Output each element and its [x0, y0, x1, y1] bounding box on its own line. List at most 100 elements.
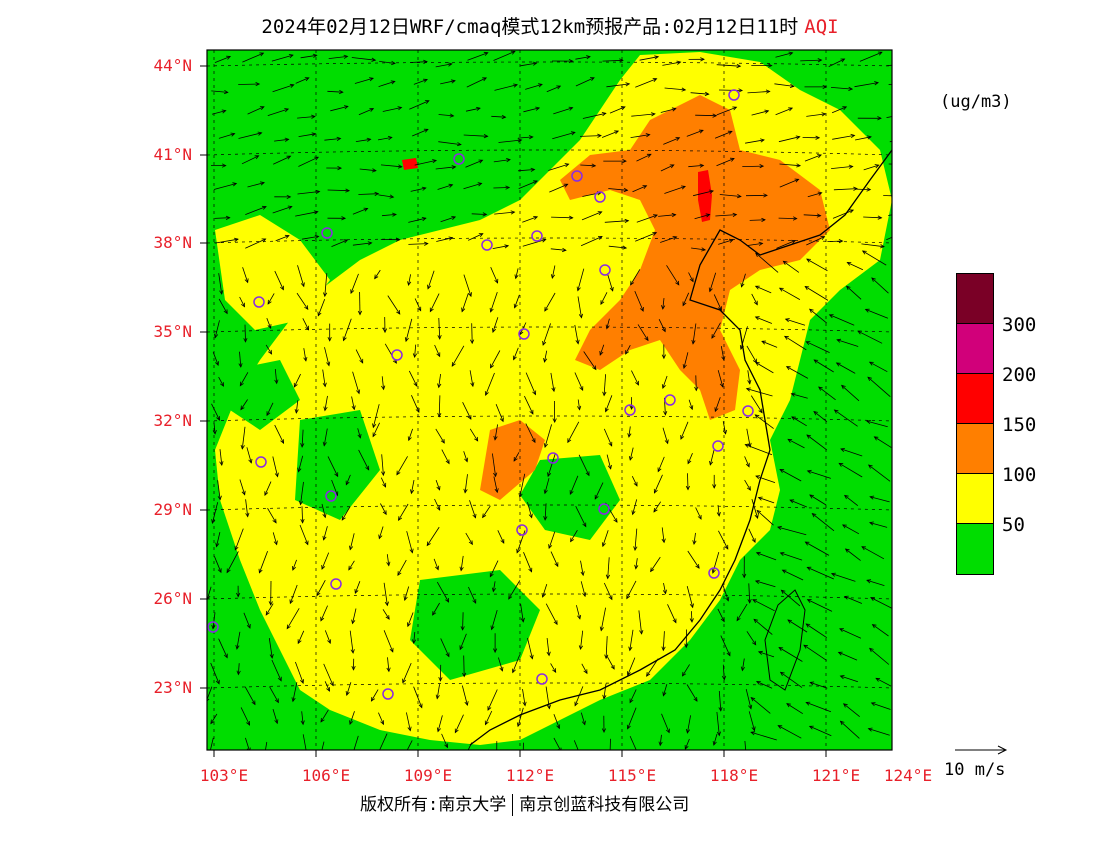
wind-vector: [383, 582, 388, 606]
wind-vector-head: [517, 138, 523, 143]
wind-vector-head: [597, 236, 603, 240]
wind-vector-head: [240, 405, 245, 411]
wind-vector: [751, 293, 758, 305]
wind-vector-head: [533, 180, 538, 185]
wind-vector: [491, 609, 498, 630]
wind-vector: [868, 728, 890, 736]
wind-vector: [438, 114, 454, 117]
wind-vector-head: [602, 391, 607, 397]
wind-vector-head: [806, 469, 812, 474]
wind-vector-head: [438, 677, 443, 682]
wind-vector: [411, 480, 415, 494]
wind-vector-head: [811, 513, 817, 518]
coastline: [469, 149, 892, 746]
wind-vector-head: [366, 137, 372, 142]
wind-vector: [426, 526, 440, 546]
wind-vector-head: [357, 433, 362, 439]
wind-vector-head: [675, 280, 680, 286]
wind-vector: [657, 456, 665, 472]
wind-vector: [606, 454, 612, 469]
wind-vector: [857, 330, 883, 344]
wind-vector-head: [372, 423, 377, 429]
wind-vector: [297, 116, 315, 119]
wind-vector: [427, 270, 435, 289]
wind-vector-head: [754, 414, 760, 419]
wind-vector-head: [630, 280, 635, 286]
wind-vector-head: [216, 416, 220, 421]
wind-vector-head: [403, 596, 408, 601]
wind-vector: [465, 107, 481, 112]
wind-vector: [747, 370, 751, 384]
city-marker: [624, 404, 636, 416]
wind-vector: [459, 633, 467, 650]
wind-vector: [755, 362, 774, 374]
wind-vector-head: [721, 356, 726, 361]
wind-vector-head: [721, 675, 727, 681]
wind-vector: [829, 314, 855, 326]
wind-vector-head: [661, 354, 666, 360]
wind-vector: [413, 631, 416, 644]
wind-vector-head: [877, 116, 882, 121]
wind-vector-head: [849, 209, 855, 214]
lat-label: 32°N: [153, 411, 192, 430]
city-marker: [481, 239, 493, 251]
wind-vector: [632, 499, 638, 515]
taiwan-outline: [764, 589, 806, 691]
wind-vector-head: [461, 760, 464, 764]
wind-vector: [463, 183, 482, 190]
wind-vector: [436, 581, 449, 603]
wind-vector: [784, 335, 807, 351]
wind-vector: [746, 345, 757, 363]
wind-vector-head: [842, 703, 848, 708]
wind-vector-head: [286, 155, 292, 160]
wind-vector-head: [671, 107, 677, 112]
wind-vector-head: [820, 236, 826, 240]
wind-vector: [211, 110, 226, 115]
wind-vector-head: [349, 545, 354, 551]
wind-vector: [469, 428, 479, 442]
wind-vector-head: [626, 594, 631, 600]
wind-vector: [240, 399, 248, 410]
wind-vector: [381, 376, 384, 390]
wind-vector: [214, 320, 220, 338]
wind-vector-head: [583, 669, 588, 675]
wind-vector: [213, 183, 237, 190]
wind-vector-head: [871, 277, 876, 282]
wind-vector: [604, 220, 629, 223]
wind-vector-head: [294, 408, 299, 414]
wind-vector-head: [239, 381, 244, 387]
wind-vector: [573, 740, 579, 750]
wind-vector: [440, 638, 450, 657]
lon-label: 109°E: [403, 766, 453, 785]
wind-vector: [745, 689, 752, 709]
wind-vector-head: [407, 436, 412, 442]
wind-vector-head: [246, 623, 251, 629]
wind-vector-head: [226, 55, 232, 60]
wind-vector: [548, 163, 569, 171]
wind-vector-head: [397, 571, 402, 577]
wind-vector: [440, 216, 456, 223]
wind-vector-head: [635, 380, 639, 386]
colorbar-label: 100: [1002, 464, 1037, 486]
wind-vector: [518, 136, 533, 139]
wind-vector-head: [809, 494, 814, 499]
wind-vector: [751, 110, 769, 116]
wind-vector-head: [381, 471, 386, 477]
wind-vector-head: [758, 408, 763, 414]
wind-vector: [600, 607, 606, 631]
wind-vector-head: [579, 386, 584, 392]
wind-vector-head: [350, 289, 355, 295]
wind-vector-head: [669, 164, 675, 169]
wind-vector: [750, 697, 771, 714]
wind-vector: [238, 663, 240, 675]
wind-vector: [602, 59, 623, 62]
wind-vector-head: [597, 133, 602, 138]
city-marker: [728, 89, 740, 101]
wind-vector-head: [314, 156, 320, 161]
wind-vector-head: [323, 406, 328, 412]
wind-vector-head: [391, 60, 396, 66]
wind-vector: [495, 404, 504, 422]
axis-ticks: [200, 65, 827, 757]
colorbar-segment-unhealthy: [956, 373, 994, 424]
wind-vector-head: [591, 163, 597, 168]
